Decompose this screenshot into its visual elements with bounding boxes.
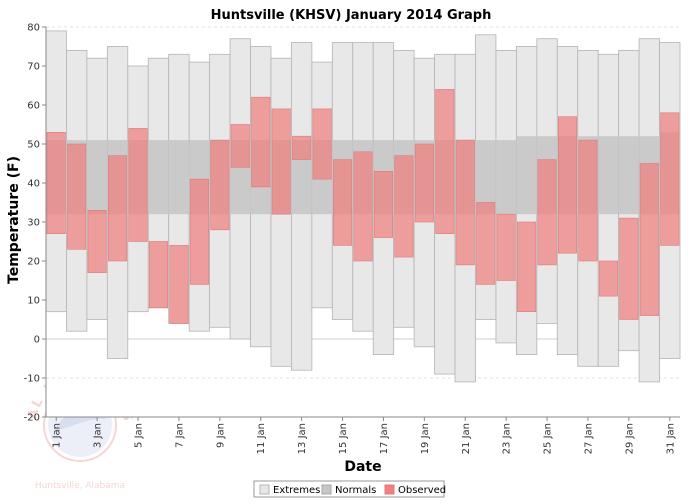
normals-bar [475,140,496,215]
x-tick-label: 21 Jan [461,423,472,454]
x-tick-label: 27 Jan [583,423,594,454]
legend-label: Extremes [273,485,320,496]
x-tick-label: 17 Jan [379,423,390,454]
normals-bar [86,140,108,215]
y-tick-label: 80 [27,23,40,34]
legend-swatch-extremes [259,484,270,495]
observed-bar [353,151,373,262]
x-tick-label: 29 Jan [624,423,635,454]
y-tick-label: 70 [27,62,40,73]
chart-title: Huntsville (KHSV) January 2014 Graph [211,8,492,23]
observed-bar [87,210,107,274]
normals-bar [148,140,169,215]
observed-bar [455,139,475,266]
observed-bar [517,221,537,312]
observed-bar [578,139,598,262]
x-tick-label: 1 Jan [52,423,63,448]
observed-bar [619,217,639,320]
observed-bar [251,96,271,188]
observed-bar [210,139,230,231]
x-tick-label: 15 Jan [338,423,349,454]
legend-label: Normals [335,485,376,496]
observed-bar [333,159,353,246]
x-tick-label: 23 Jan [502,423,513,454]
y-tick-label: 20 [27,257,40,268]
x-tick-label: 3 Jan [93,423,104,448]
observed-bar [414,143,434,223]
y-tick-label: 40 [27,179,40,190]
x-tick-label: 13 Jan [297,423,308,454]
observed-bar [496,213,516,281]
y-tick-label: 60 [27,101,40,112]
observed-bar [169,245,189,324]
observed-bar [476,202,496,285]
normals-bar [618,136,640,215]
normals-bar [495,140,517,215]
observed-bar [271,108,291,215]
observed-bar [394,155,414,258]
y-tick-label: 30 [27,218,40,229]
y-axis-title: Temperature (F) [6,156,22,284]
observed-bar [67,143,87,250]
chart-legend: Extremes Normals Observed [253,480,446,498]
observed-bar [46,132,66,235]
observed-bar [435,89,455,235]
observed-bar [292,135,312,160]
legend-box [253,480,445,498]
x-tick-label: 31 Jan [665,423,676,454]
x-tick-label: 11 Jan [256,423,267,454]
y-tick-label: -10 [24,374,40,385]
normals-bar [598,136,619,215]
observed-bar [189,178,209,285]
y-tick-label: -20 [24,413,40,424]
observed-bar [108,155,128,262]
watermark-office-text: Huntsville, Alabama [35,481,125,491]
observed-bar [230,124,250,168]
x-tick-label: 9 Jan [215,423,226,448]
legend-swatch-observed [384,484,395,495]
normals-bar [168,140,190,215]
observed-bar [660,112,680,246]
observed-bar [373,171,393,238]
y-tick-label: 10 [27,296,40,307]
y-tick-label: 0 [34,335,40,346]
observed-bar [128,128,148,242]
x-axis-title: Date [344,459,381,475]
x-tick-label: 19 Jan [420,423,431,454]
observed-bar [598,260,618,297]
legend-label: Observed [398,485,446,496]
observed-bar [639,163,659,316]
observed-bar [557,116,578,254]
observed-bar [537,159,557,266]
x-tick-label: 5 Jan [134,423,145,448]
x-tick-label: 7 Jan [174,423,185,448]
observed-bar [312,108,332,180]
x-tick-label: 25 Jan [543,423,554,454]
normals-bar [516,136,537,215]
legend-swatch-normals [321,484,332,495]
observed-bar [148,241,169,309]
y-tick-label: 50 [27,140,40,151]
